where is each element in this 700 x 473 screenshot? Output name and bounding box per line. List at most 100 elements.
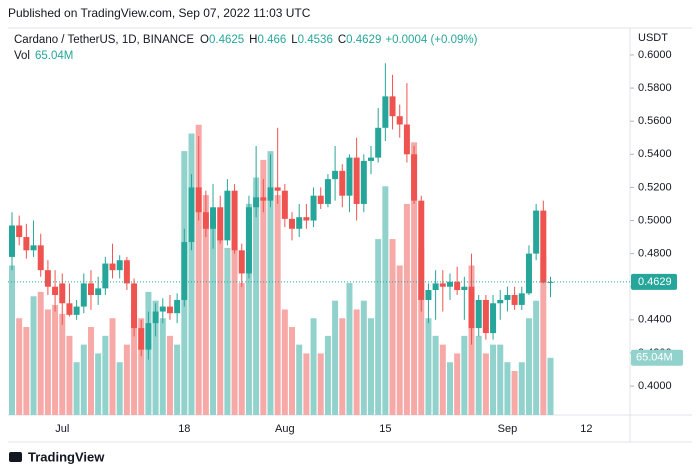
volume-bar: [389, 239, 396, 415]
candle-body: [475, 299, 482, 329]
volume-bar: [66, 335, 73, 415]
volume-bar: [217, 239, 224, 415]
candle-body: [497, 299, 504, 304]
y-tick-label: 0.5200: [638, 181, 672, 193]
candle-body: [116, 260, 123, 271]
candle-body: [267, 187, 274, 201]
candle-body: [23, 237, 30, 251]
volume-bar: [159, 318, 166, 415]
candle-body: [224, 190, 231, 241]
volume-bar: [260, 159, 267, 415]
candle-body: [368, 157, 374, 161]
volume-bar: [152, 300, 159, 415]
volume-bar: [73, 362, 80, 415]
volume-bar: [245, 203, 252, 415]
logo: TradingView: [9, 449, 105, 464]
candle-body: [332, 170, 339, 180]
volume-bar: [425, 318, 432, 415]
candle-body: [396, 116, 403, 125]
currency: USDT: [638, 32, 668, 44]
volume-bar: [339, 318, 346, 415]
volume-bar: [482, 353, 489, 415]
candle-body: [324, 179, 331, 204]
y-tick-label: 0.4400: [638, 314, 672, 326]
volume-bar: [289, 327, 296, 415]
volume-bar: [533, 300, 540, 415]
candle-body: [468, 286, 475, 329]
candle-body: [353, 157, 360, 204]
last-volume-box: [631, 349, 683, 366]
candle-body: [95, 288, 102, 295]
candle-body: [310, 195, 317, 221]
volume-bar: [231, 239, 238, 415]
candle-body: [159, 306, 166, 312]
volume-bar: [23, 327, 30, 415]
candle-body: [296, 217, 303, 229]
volume-bar: [439, 344, 446, 415]
candle-body: [418, 200, 425, 300]
candle-body: [303, 217, 310, 221]
volume-bar: [52, 305, 59, 415]
volume-bar: [95, 353, 102, 415]
legend-ohlc-label: C: [338, 34, 346, 46]
legend-ohlc-label: H: [249, 34, 257, 46]
candle-body: [145, 323, 152, 350]
volume-bar: [432, 335, 439, 415]
candle-body: [44, 270, 51, 287]
candle-body: [454, 281, 461, 291]
candle-body: [389, 96, 396, 117]
candle-body: [411, 154, 418, 201]
candle-body: [217, 207, 224, 241]
volume-bar: [195, 124, 202, 415]
volume-bar: [518, 362, 525, 415]
volume-bar: [102, 335, 109, 415]
volume-bar: [324, 335, 331, 415]
y-tick-label: 0.5800: [638, 82, 672, 94]
candle-body: [66, 303, 73, 315]
candle-body: [80, 283, 87, 307]
volume-bar: [138, 318, 145, 415]
candle-body: [238, 250, 245, 274]
candle-body: [547, 281, 554, 283]
volume-bar: [547, 357, 554, 415]
x-tick-label: 12: [580, 423, 592, 435]
volume-bar: [296, 344, 303, 415]
volume-bar: [332, 300, 339, 415]
volume-bar: [30, 296, 37, 415]
volume-legend: Vol 65.04M: [14, 50, 73, 62]
candle-body: [123, 260, 130, 284]
y-tick-label: 0.5600: [638, 115, 672, 127]
candle-body: [202, 212, 209, 229]
volume-bar: [418, 247, 425, 415]
candle-body: [52, 286, 59, 295]
volume-bar: [188, 133, 195, 415]
legend-ohlc-label: O: [200, 34, 209, 46]
volume-bar: [166, 335, 173, 415]
volume-bar: [461, 335, 468, 415]
legend-ohlc-value: 0.466: [257, 34, 286, 46]
volume-bar: [116, 362, 123, 415]
volume-bar: [267, 151, 274, 416]
candle-body: [360, 160, 367, 204]
candle-body: [482, 299, 489, 334]
volume-bar: [303, 353, 310, 415]
candle-body: [37, 245, 44, 271]
x-tick-label: Aug: [275, 423, 295, 435]
x-tick-label: 15: [379, 423, 391, 435]
candle-body: [195, 187, 202, 213]
volume-bar: [37, 291, 44, 415]
candle-body: [339, 170, 346, 196]
volume-bar: [353, 309, 360, 415]
volume-bar: [202, 195, 209, 415]
candle-body: [253, 197, 260, 208]
y-tick-label: 0.4800: [638, 248, 672, 260]
candle-body: [59, 283, 66, 304]
y-tick-label: 0.5000: [638, 214, 672, 226]
volume-bar: [109, 318, 116, 415]
candle-body: [490, 303, 497, 334]
volume-bar: [411, 142, 418, 415]
volume-bar: [238, 283, 245, 415]
candle-body: [138, 328, 145, 350]
volume-bar: [9, 265, 15, 415]
